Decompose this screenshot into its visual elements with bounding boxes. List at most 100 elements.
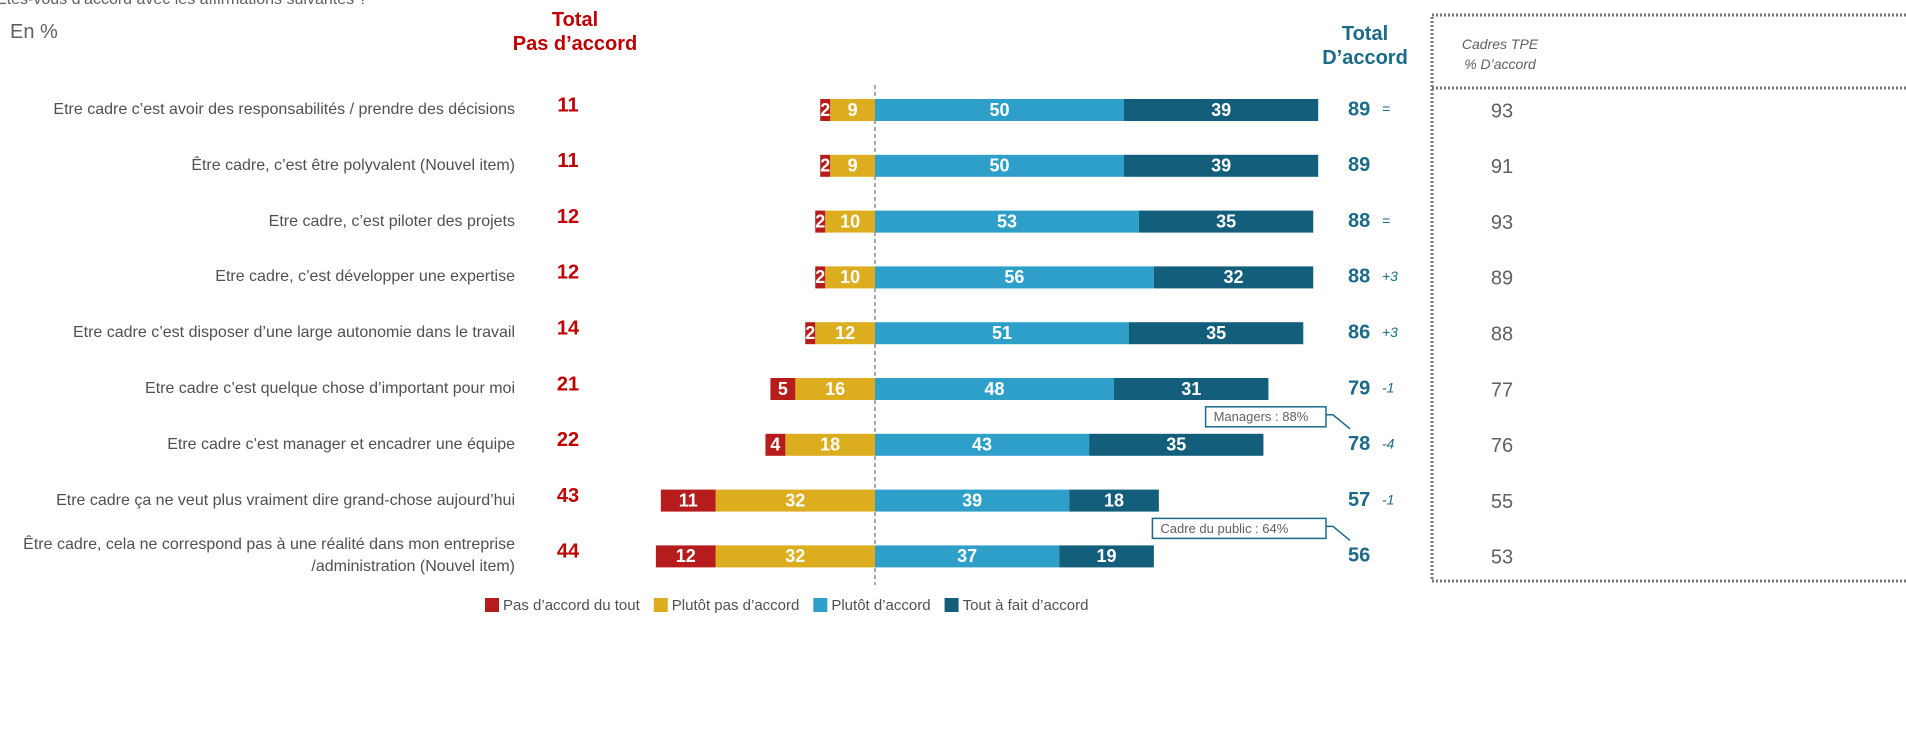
legend-swatch	[485, 598, 499, 612]
legend-swatch	[653, 598, 668, 612]
tpe-value: 88	[1491, 323, 1513, 345]
category-label: Être cadre, cela ne correspond pas à une…	[23, 536, 515, 576]
legend-swatch	[944, 598, 959, 612]
bar-segment	[875, 489, 1070, 512]
bar-value-label: 12	[835, 323, 855, 343]
total-disagree: 22	[557, 429, 579, 451]
category-label: Etre cadre, c’est développer une experti…	[215, 268, 515, 286]
bar-value-label: 39	[962, 490, 982, 510]
bar-segment	[655, 545, 716, 568]
bar-value-label: 9	[848, 156, 858, 176]
tpe-value: 76	[1491, 435, 1513, 457]
bar-segment	[715, 489, 875, 512]
tpe-value: 55	[1491, 491, 1513, 513]
total-agree: 89	[1348, 154, 1370, 176]
bar-value-label: 2	[820, 156, 830, 176]
bar-segment	[820, 99, 831, 121]
bar-value-label: 51	[992, 323, 1012, 343]
bar-segment	[1089, 433, 1264, 456]
question: Etes-vous d’accord avec les affirmations…	[0, 0, 367, 12]
annotation-pointer	[1326, 414, 1351, 430]
bar-value-label: 2	[815, 211, 825, 231]
total-agree: 56	[1348, 545, 1370, 567]
total-disagree: 12	[557, 262, 579, 284]
bar-segment	[1059, 545, 1154, 568]
bar-segment	[830, 154, 875, 177]
bar-value-label: 16	[825, 379, 845, 399]
bar-segment	[1114, 378, 1269, 400]
legend-swatch	[813, 598, 828, 612]
unit-note: En %	[10, 21, 58, 43]
total-agree: 88	[1348, 266, 1370, 288]
bar-value-label: 12	[676, 546, 696, 566]
bar-value-label: 35	[1206, 323, 1226, 343]
annotation-box	[1204, 406, 1327, 428]
bar-value-label: 2	[805, 323, 815, 343]
bar-value-label: 50	[989, 100, 1009, 120]
header-tpe: Cadres TPE % D’accord	[1461, 36, 1539, 72]
legend-label: Pas d’accord du tout	[503, 597, 641, 614]
bar-segment	[830, 99, 875, 121]
bar-value-label: 48	[985, 379, 1005, 399]
category-label: Etre cadre c’est quelque chose d’importa…	[145, 380, 515, 397]
total-agree: 79	[1348, 377, 1370, 399]
bar-value-label: 56	[1004, 267, 1024, 287]
total-disagree: 11	[557, 150, 578, 172]
bar-value-label: 32	[785, 490, 805, 510]
evolution: =	[1382, 101, 1390, 117]
total-disagree: 44	[557, 541, 580, 563]
total-disagree: 21	[557, 373, 579, 395]
bar-segment	[805, 322, 816, 345]
bar-segment	[660, 489, 716, 512]
category-label: Etre cadre c’est disposer d’une large au…	[72, 324, 515, 342]
bar-segment	[765, 433, 786, 456]
bar-segment	[875, 433, 1090, 456]
bar-segment	[875, 210, 1139, 233]
category-label: Etre cadre ça ne veut plus vraiment dire…	[56, 491, 515, 509]
tpe-value: 93	[1491, 100, 1513, 122]
bar-segment	[1128, 322, 1304, 345]
bar-segment	[1069, 489, 1159, 512]
bar-segment	[1124, 99, 1319, 121]
bar-value-label: 19	[1097, 546, 1117, 566]
bar-value-label: 4	[770, 435, 780, 455]
bar-value-label: 18	[820, 435, 840, 455]
bar-segment	[875, 322, 1129, 345]
total-agree: 78	[1348, 433, 1370, 455]
bar-value-label: 5	[778, 379, 788, 399]
header-agree: Total D’accord	[1322, 23, 1408, 69]
total-agree: 89	[1348, 98, 1370, 120]
bar-value-label: 37	[957, 546, 977, 566]
bar-value-label: 18	[1104, 490, 1124, 510]
bar-value-label: 32	[785, 546, 805, 566]
annotation-box	[1151, 517, 1327, 540]
bar-segment	[815, 322, 875, 345]
header-disagree: Total Pas d’accord	[512, 9, 638, 55]
total-disagree: 12	[557, 206, 579, 228]
bar-segment	[875, 99, 1124, 121]
bar-segment	[715, 545, 875, 568]
bar-value-label: 10	[840, 211, 860, 231]
evolution: +3	[1382, 268, 1398, 284]
evolution: -1	[1382, 380, 1394, 396]
category-label: Etre cadre c’est manager et encadrer une…	[167, 435, 515, 453]
bar-value-label: 11	[679, 490, 698, 510]
category-label: Etre cadre, c’est piloter des projets	[268, 212, 515, 230]
bar-segment	[825, 266, 875, 289]
category-label: Etre cadre c’est avoir des responsabilit…	[53, 101, 515, 118]
bar-value-label: 2	[815, 267, 825, 287]
tpe-value: 91	[1491, 156, 1513, 178]
evolution: -1	[1382, 491, 1394, 507]
bar-segment	[875, 545, 1060, 568]
bar-segment	[875, 378, 1115, 400]
bar-segment	[820, 154, 831, 177]
bar-value-label: 50	[989, 156, 1009, 176]
total-disagree: 11	[557, 94, 578, 116]
bar-value-label: 39	[1211, 100, 1231, 120]
bar-value-label: 10	[840, 267, 860, 287]
bar-value-label: 53	[997, 211, 1017, 231]
tpe-value: 89	[1491, 268, 1513, 290]
bar-value-label: 39	[1211, 156, 1231, 176]
tpe-value: 77	[1491, 379, 1513, 401]
